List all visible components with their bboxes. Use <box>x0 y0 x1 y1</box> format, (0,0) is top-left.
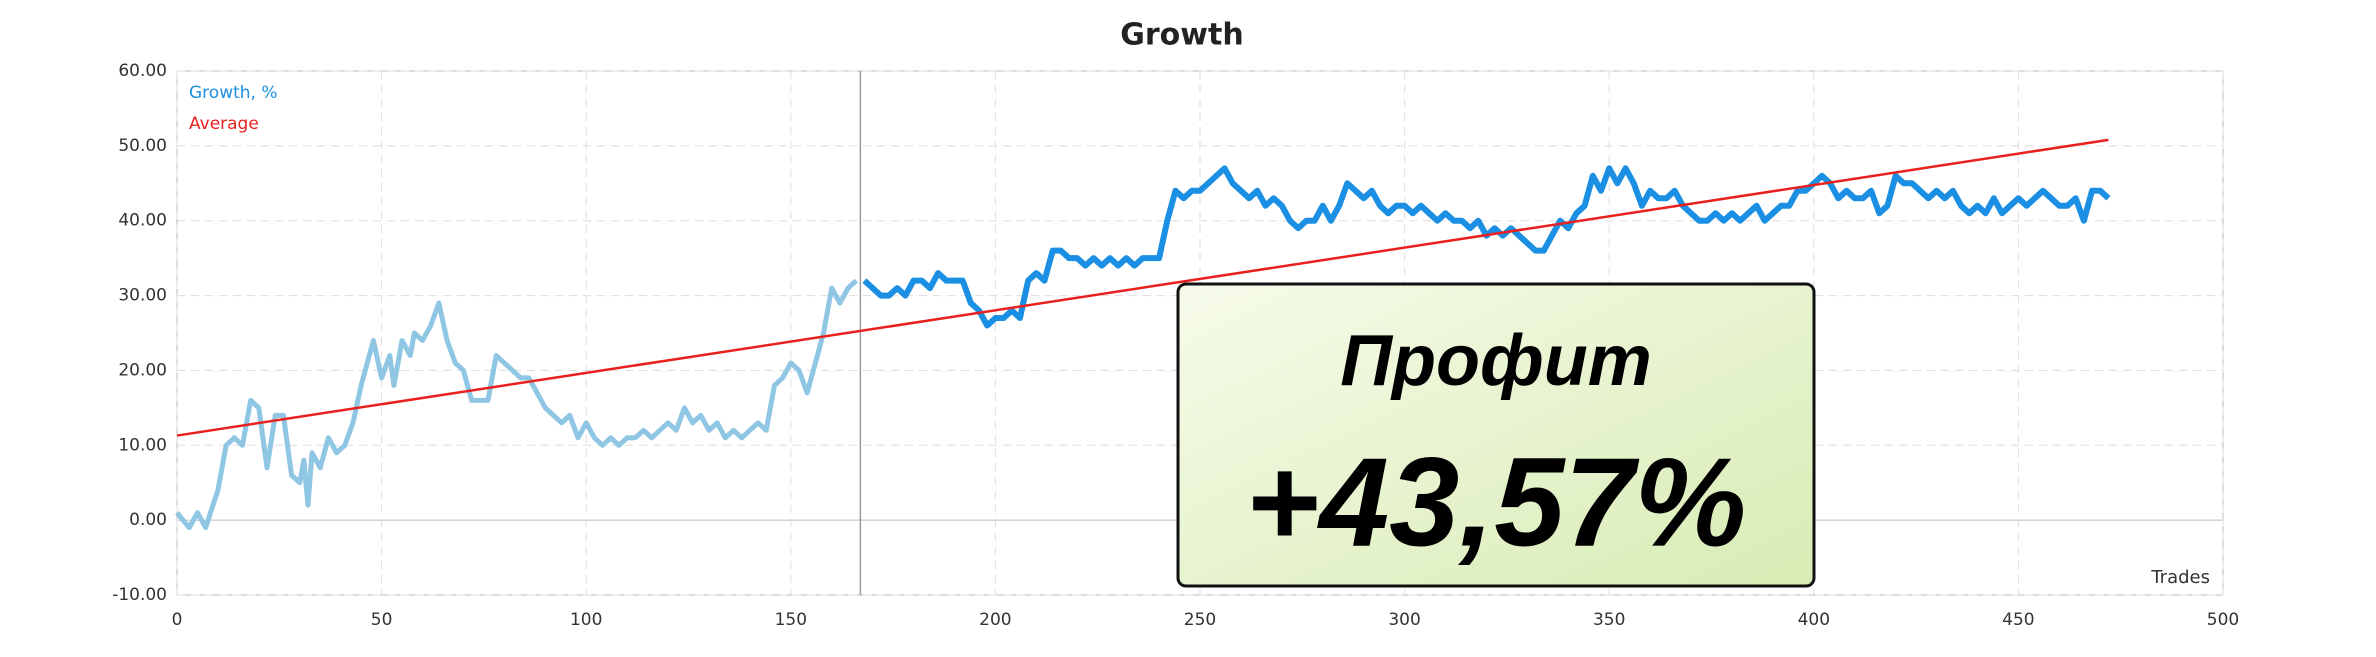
x-tick-label: 100 <box>570 610 602 630</box>
y-tick-label: 20.00 <box>118 360 167 380</box>
y-tick-label: 50.00 <box>118 136 167 156</box>
y-tick-label: 40.00 <box>118 211 167 231</box>
x-tick-label: 500 <box>2207 610 2239 630</box>
series-line <box>175 278 858 531</box>
x-tick-label: 150 <box>775 610 807 630</box>
annotation-box <box>1176 282 1816 588</box>
x-tick-label: 300 <box>1388 610 1420 630</box>
x-tick-label: 250 <box>1184 610 1216 630</box>
x-tick-label: 350 <box>1593 610 1625 630</box>
y-tick-label: 0.00 <box>129 510 167 530</box>
y-tick-label: 10.00 <box>118 435 167 455</box>
y-tick-label: 60.00 <box>118 61 167 81</box>
annotation-title: Профит <box>1340 321 1651 401</box>
x-axis-label: Trades <box>2150 567 2210 588</box>
x-tick-label: 400 <box>1798 610 1830 630</box>
annotation-value: +43,57% <box>1246 431 1747 572</box>
chart-title: Growth <box>1120 18 1243 53</box>
x-tick-label: 450 <box>2002 610 2034 630</box>
y-tick-label: -10.00 <box>112 585 167 605</box>
legend-label: Average <box>189 114 259 134</box>
x-tick-label: 50 <box>371 610 393 630</box>
legend-label: Growth, % <box>189 83 278 103</box>
x-tick-label: 0 <box>172 610 183 630</box>
x-tick-label: 200 <box>979 610 1011 630</box>
y-tick-label: 30.00 <box>118 286 167 306</box>
series-line <box>176 138 2109 437</box>
